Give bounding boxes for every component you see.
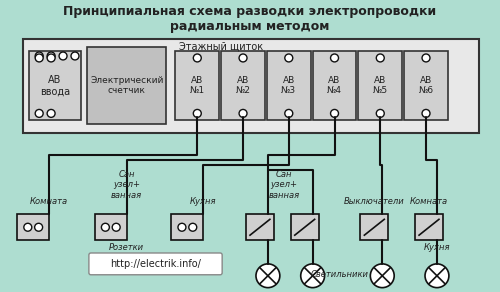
Text: Кухня: Кухня	[424, 243, 450, 252]
Text: АВ
№2: АВ №2	[236, 76, 250, 95]
FancyBboxPatch shape	[415, 214, 443, 240]
Circle shape	[35, 52, 43, 60]
Text: АВ
№1: АВ №1	[190, 76, 205, 95]
Circle shape	[370, 264, 394, 288]
FancyBboxPatch shape	[312, 51, 356, 120]
Text: АВ
№6: АВ №6	[418, 76, 434, 95]
Text: Розетки: Розетки	[109, 243, 144, 252]
Text: Сан
узел+
ванная: Сан узел+ ванная	[268, 170, 300, 199]
Circle shape	[300, 264, 324, 288]
Text: Комната: Комната	[410, 197, 448, 206]
Text: АВ
ввода: АВ ввода	[40, 75, 70, 96]
FancyBboxPatch shape	[358, 51, 402, 120]
FancyBboxPatch shape	[404, 51, 448, 120]
Circle shape	[112, 223, 120, 231]
Circle shape	[425, 264, 449, 288]
FancyBboxPatch shape	[29, 51, 81, 120]
Text: Выключатели: Выключатели	[344, 197, 405, 206]
Circle shape	[194, 54, 202, 62]
Text: Электрический
счетчик: Электрический счетчик	[90, 76, 164, 95]
Text: Комната: Комната	[30, 197, 68, 206]
Circle shape	[239, 54, 247, 62]
Text: http://electrik.info/: http://electrik.info/	[110, 259, 201, 269]
Text: АВ
№5: АВ №5	[372, 76, 388, 95]
Circle shape	[178, 223, 186, 231]
Text: АВ
№3: АВ №3	[281, 76, 296, 95]
Text: АВ
№4: АВ №4	[327, 76, 342, 95]
Circle shape	[256, 264, 280, 288]
FancyBboxPatch shape	[89, 253, 222, 275]
Circle shape	[24, 223, 32, 231]
FancyBboxPatch shape	[291, 214, 318, 240]
FancyBboxPatch shape	[24, 39, 478, 133]
FancyBboxPatch shape	[267, 51, 310, 120]
Circle shape	[47, 110, 55, 117]
Circle shape	[35, 54, 43, 62]
Text: Сан
узел+
ванная: Сан узел+ ванная	[111, 170, 142, 199]
Circle shape	[285, 54, 293, 62]
Text: Принципиальная схема разводки электропроводки
радиальным методом: Принципиальная схема разводки электропро…	[64, 5, 436, 33]
Text: Кухня: Кухня	[190, 197, 216, 206]
Circle shape	[285, 110, 293, 117]
FancyBboxPatch shape	[18, 214, 49, 240]
Text: Этажный щиток: Этажный щиток	[179, 41, 263, 51]
FancyBboxPatch shape	[360, 214, 388, 240]
Circle shape	[194, 110, 202, 117]
Circle shape	[330, 110, 338, 117]
FancyBboxPatch shape	[246, 214, 274, 240]
Circle shape	[34, 223, 42, 231]
Circle shape	[239, 110, 247, 117]
Circle shape	[189, 223, 196, 231]
Circle shape	[47, 54, 55, 62]
FancyBboxPatch shape	[172, 214, 203, 240]
Circle shape	[376, 54, 384, 62]
FancyBboxPatch shape	[87, 47, 166, 124]
FancyBboxPatch shape	[221, 51, 265, 120]
FancyBboxPatch shape	[176, 51, 219, 120]
Circle shape	[102, 223, 110, 231]
Text: Светильники: Светильники	[310, 270, 368, 279]
Circle shape	[422, 110, 430, 117]
Circle shape	[330, 54, 338, 62]
Circle shape	[376, 110, 384, 117]
FancyBboxPatch shape	[95, 214, 126, 240]
Circle shape	[422, 54, 430, 62]
Circle shape	[71, 52, 79, 60]
Circle shape	[59, 52, 67, 60]
Circle shape	[47, 52, 55, 60]
Circle shape	[35, 110, 43, 117]
